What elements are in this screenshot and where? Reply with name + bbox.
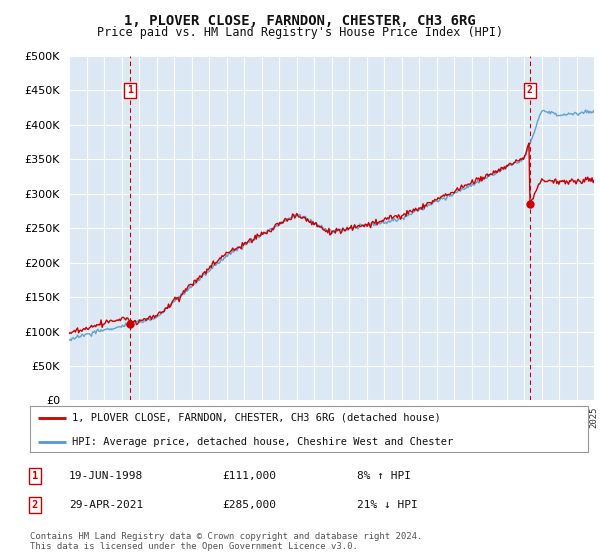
Text: Contains HM Land Registry data © Crown copyright and database right 2024.
This d: Contains HM Land Registry data © Crown c… <box>30 532 422 552</box>
Text: 21% ↓ HPI: 21% ↓ HPI <box>357 500 418 510</box>
Text: HPI: Average price, detached house, Cheshire West and Chester: HPI: Average price, detached house, Ches… <box>72 437 453 447</box>
Text: 1, PLOVER CLOSE, FARNDON, CHESTER, CH3 6RG (detached house): 1, PLOVER CLOSE, FARNDON, CHESTER, CH3 6… <box>72 413 440 423</box>
Text: £111,000: £111,000 <box>222 471 276 481</box>
Text: 1: 1 <box>127 86 133 95</box>
Text: 8% ↑ HPI: 8% ↑ HPI <box>357 471 411 481</box>
Text: £285,000: £285,000 <box>222 500 276 510</box>
Text: 2: 2 <box>32 500 38 510</box>
Text: Price paid vs. HM Land Registry's House Price Index (HPI): Price paid vs. HM Land Registry's House … <box>97 26 503 39</box>
Text: 1, PLOVER CLOSE, FARNDON, CHESTER, CH3 6RG: 1, PLOVER CLOSE, FARNDON, CHESTER, CH3 6… <box>124 14 476 28</box>
Text: 2: 2 <box>527 86 533 95</box>
Text: 29-APR-2021: 29-APR-2021 <box>69 500 143 510</box>
Text: 19-JUN-1998: 19-JUN-1998 <box>69 471 143 481</box>
Text: 1: 1 <box>32 471 38 481</box>
